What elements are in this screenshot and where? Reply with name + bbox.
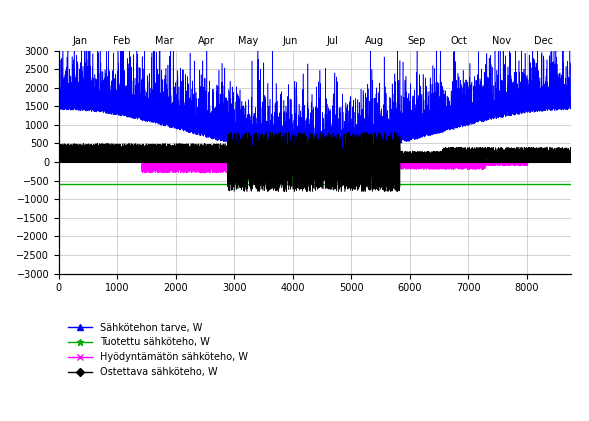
Legend: Sähkötehon tarve, W, Tuotettu sähköteho, W, Hyödyntämätön sähköteho, W, Ostettav: Sähkötehon tarve, W, Tuotettu sähköteho,…	[64, 319, 252, 381]
